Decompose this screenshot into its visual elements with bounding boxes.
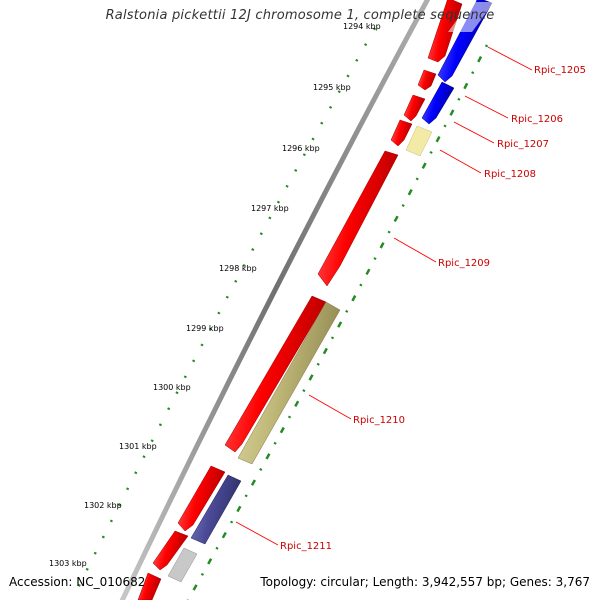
leader-lines [235,46,533,546]
gene-label-rpic-1205[interactable]: Rpic_1205 [534,65,586,76]
forward-cds-arrow-rpic-1210 [224,295,327,453]
tick-label-1301: 1301 kbp [119,442,157,451]
highlight-overlay [448,2,494,32]
gene-labels: Rpic_1205 Rpic_1206 Rpic_1207 Rpic_1208 … [280,65,586,552]
tick-label-1294: 1294 kbp [343,22,381,31]
topology-summary: Topology: circular; Length: 3,942,557 bp… [260,575,590,589]
map-title: Ralstonia pickettii 12J chromosome 1, co… [105,8,495,23]
forward-cds-arrow [403,94,426,122]
tick-label-1295: 1295 kbp [313,83,351,92]
gene-label-rpic-1207[interactable]: Rpic_1207 [497,139,549,150]
feature-track-reverse [167,0,494,583]
tick-label-1296: 1296 kbp [282,144,320,153]
tick-label-1302: 1302 kbp [84,501,122,510]
tick-label-1299: 1299 kbp [186,324,224,333]
reverse-cds-arrow-rpic-1206 [421,81,455,125]
leader-line-rpic-1205 [487,46,533,71]
purple-feature-rpic-1211 [190,474,242,545]
forward-cds-arrow [427,0,463,63]
gene-label-rpic-1208[interactable]: Rpic_1208 [484,169,536,180]
gray-feature [167,547,198,583]
forward-cds-arrow [177,465,226,532]
forward-cds-arrow [152,530,189,571]
outer-tick-row [186,44,489,600]
tick-label-1300: 1300 kbp [153,383,191,392]
gene-label-rpic-1211[interactable]: Rpic_1211 [280,541,332,552]
tick-label-1297: 1297 kbp [251,204,289,213]
leader-line-rpic-1209 [393,237,437,263]
tick-label-1298: 1298 kbp [219,264,257,273]
leader-line-rpic-1211 [235,521,279,546]
accession-text: Accession: NC_010682 [9,575,146,589]
leader-line-rpic-1207 [453,121,495,144]
forward-cds-arrow [390,119,413,147]
khaki-feature-rpic-1210 [237,301,341,465]
forward-cds-arrow [137,572,162,600]
feature-track-forward [137,0,463,600]
tick-label-1303: 1303 kbp [49,559,87,568]
gene-label-rpic-1210[interactable]: Rpic_1210 [353,415,405,426]
gene-label-rpic-1209[interactable]: Rpic_1209 [438,258,490,269]
tick-labels: 1294 kbp 1295 kbp 1296 kbp 1297 kbp 1298… [49,22,381,568]
forward-cds-arrow-rpic-1209 [317,150,399,287]
backbone-arc [119,0,431,600]
leader-line-rpic-1208 [439,149,482,174]
inner-tick-row [70,27,377,600]
leader-line-rpic-1210 [308,394,352,420]
gene-label-rpic-1206[interactable]: Rpic_1206 [511,114,563,125]
pale-yellow-feature-rpic-1208 [405,125,433,157]
forward-cds-arrow [417,69,437,91]
leader-line-rpic-1206 [464,95,509,119]
